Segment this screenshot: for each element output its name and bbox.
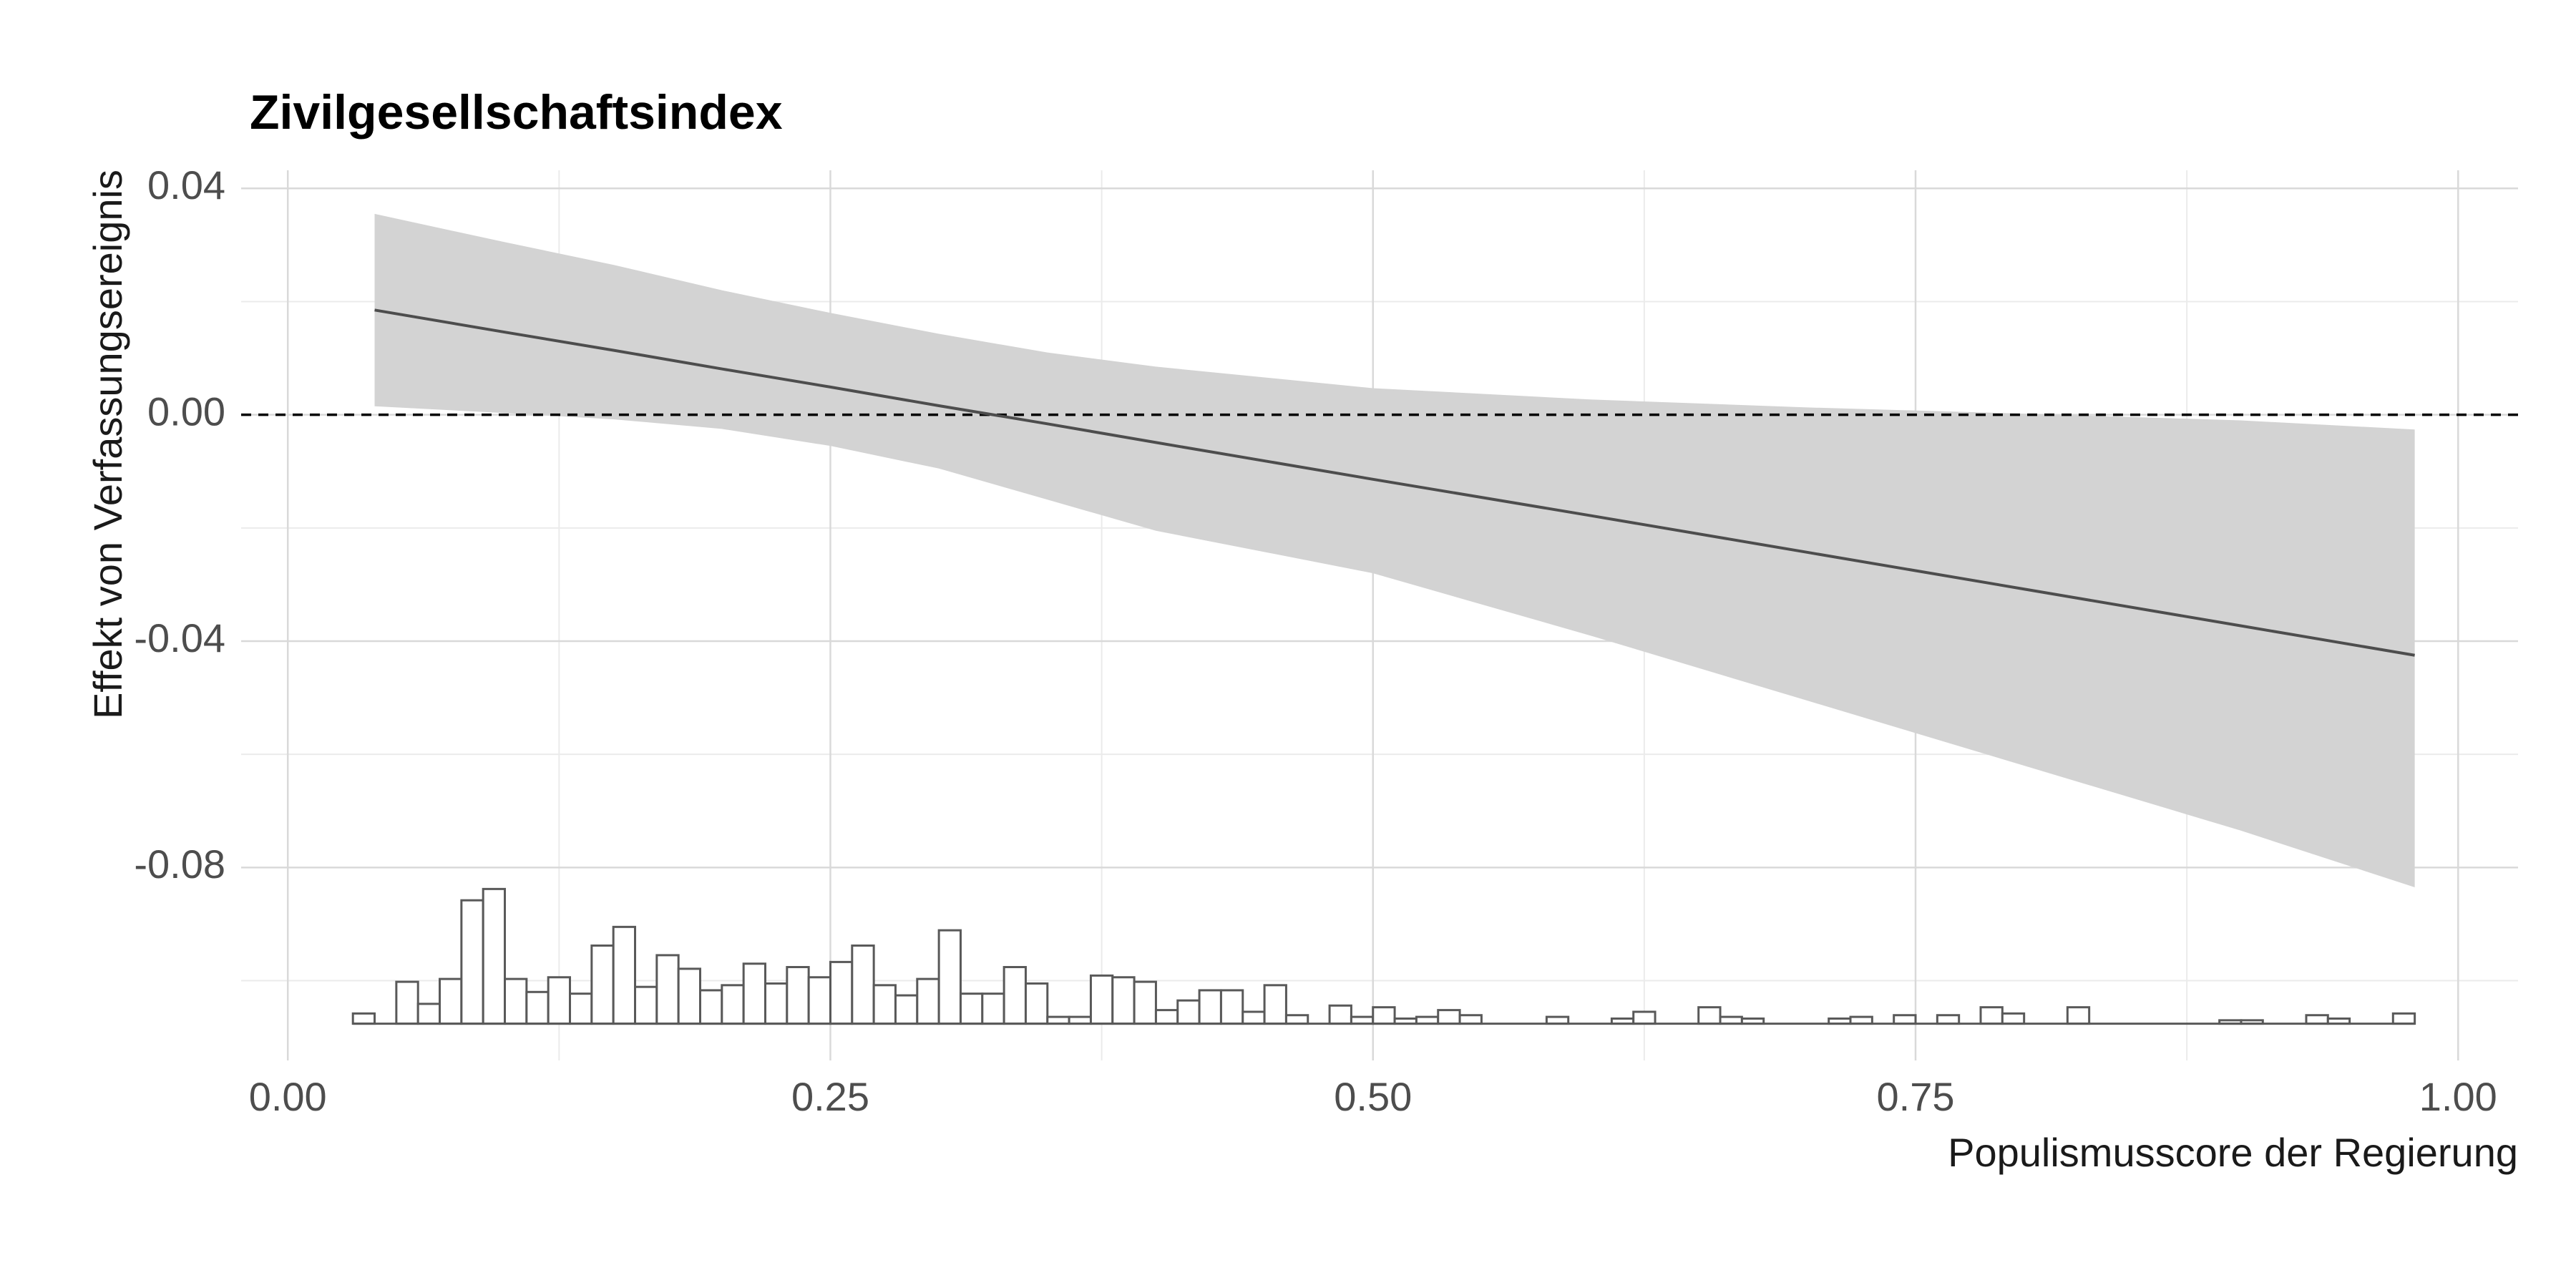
y-tick-label: -0.04 bbox=[134, 615, 225, 660]
x-tick-label: 1.00 bbox=[2419, 1074, 2497, 1119]
histogram-bar bbox=[677, 967, 701, 1025]
histogram-bar bbox=[590, 944, 615, 1025]
histogram-bar bbox=[1133, 980, 1157, 1025]
histogram-bar bbox=[655, 954, 680, 1025]
histogram-bar bbox=[547, 976, 572, 1025]
histogram-bar bbox=[482, 887, 507, 1025]
histogram-bar bbox=[1176, 999, 1201, 1025]
histogram-bar bbox=[1437, 1009, 1461, 1025]
confidence-band bbox=[374, 213, 2415, 888]
histogram-bar bbox=[872, 984, 897, 1025]
histogram-bar bbox=[1219, 989, 1244, 1025]
histogram-bar bbox=[894, 994, 919, 1025]
histogram-bar bbox=[612, 925, 637, 1025]
x-axis-label: Populismusscore der Regierung bbox=[1948, 1130, 2518, 1175]
histogram-bar bbox=[634, 985, 658, 1025]
histogram-bar bbox=[742, 962, 766, 1025]
histogram-bar bbox=[1632, 1010, 1657, 1025]
histogram-bar bbox=[1154, 1009, 1179, 1025]
histogram-bar bbox=[1936, 1014, 1961, 1025]
histogram-bar bbox=[2305, 1014, 2329, 1025]
histogram-bar bbox=[851, 944, 875, 1025]
histogram-bar bbox=[1111, 976, 1136, 1025]
histogram-bar bbox=[959, 992, 984, 1025]
histogram-bar bbox=[763, 982, 789, 1025]
x-tick-label: 0.75 bbox=[1877, 1074, 1955, 1119]
effect-line bbox=[374, 308, 2415, 657]
histogram-bar bbox=[721, 984, 745, 1025]
histogram-bar bbox=[1893, 1014, 1917, 1025]
histogram-bar bbox=[981, 992, 1005, 1025]
histogram-bar bbox=[439, 977, 463, 1025]
x-tick-label: 0.50 bbox=[1334, 1074, 1412, 1119]
chart-title: Zivilgesellschaftsindex bbox=[250, 85, 783, 140]
histogram-bar bbox=[2066, 1006, 2091, 1025]
x-tick-label: 0.25 bbox=[791, 1074, 869, 1119]
histogram-bar bbox=[1328, 1004, 1352, 1025]
histogram-bar bbox=[569, 992, 593, 1025]
histogram-bar bbox=[937, 929, 962, 1025]
histogram-bar bbox=[525, 990, 550, 1025]
histogram-bar bbox=[807, 976, 831, 1025]
histogram-bar bbox=[1263, 984, 1287, 1025]
histogram-bar bbox=[1458, 1014, 1483, 1025]
histogram-bar bbox=[395, 980, 419, 1025]
histogram-bar bbox=[1241, 1010, 1266, 1025]
y-tick-label: 0.04 bbox=[147, 162, 225, 208]
histogram-bar bbox=[416, 1002, 441, 1025]
histogram-bar bbox=[1024, 982, 1049, 1025]
x-tick-label: 0.00 bbox=[249, 1074, 327, 1119]
histogram-bar bbox=[1979, 1006, 2004, 1025]
y-tick-label: -0.08 bbox=[134, 841, 225, 887]
histogram-bar bbox=[1284, 1014, 1309, 1025]
histogram-bar bbox=[1697, 1006, 1722, 1025]
histogram-bar bbox=[504, 977, 528, 1025]
y-axis-label: Effekt von Verfassungsereignis bbox=[85, 170, 130, 719]
histogram-bar bbox=[786, 966, 810, 1025]
histogram-bar bbox=[916, 977, 940, 1025]
histogram-bar bbox=[1002, 966, 1027, 1025]
histogram-bar bbox=[351, 1012, 376, 1025]
histogram-bar bbox=[698, 989, 723, 1025]
histogram-bar bbox=[829, 960, 854, 1025]
y-tick-label: 0.00 bbox=[147, 389, 225, 434]
histogram-bar bbox=[460, 899, 484, 1025]
histogram-bar bbox=[1372, 1006, 1396, 1025]
histogram-bar bbox=[2391, 1012, 2416, 1025]
histogram-bar bbox=[2001, 1012, 2026, 1025]
histogram-bar bbox=[1089, 974, 1114, 1025]
histogram-bar bbox=[1198, 989, 1222, 1025]
